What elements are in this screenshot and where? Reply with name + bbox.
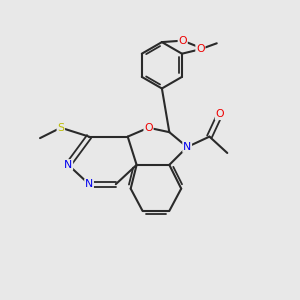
- Text: S: S: [57, 123, 64, 133]
- Text: N: N: [85, 179, 93, 189]
- Text: O: O: [178, 36, 187, 46]
- Text: O: O: [144, 123, 153, 133]
- Text: O: O: [196, 44, 205, 54]
- Text: N: N: [183, 142, 191, 152]
- Text: N: N: [64, 160, 72, 170]
- Text: O: O: [215, 109, 224, 119]
